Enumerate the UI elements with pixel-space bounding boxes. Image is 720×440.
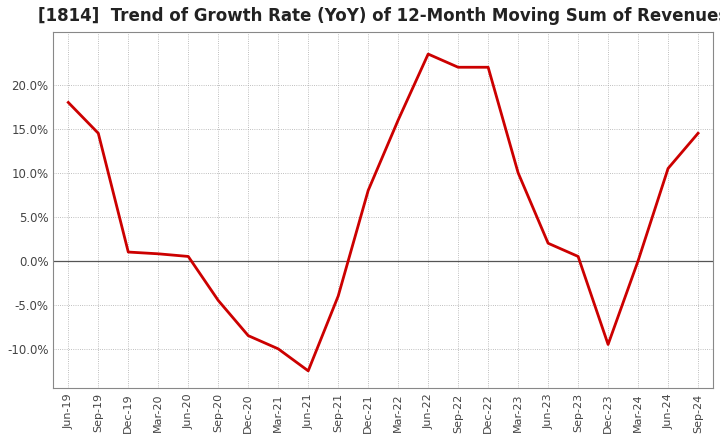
Title: [1814]  Trend of Growth Rate (YoY) of 12-Month Moving Sum of Revenues: [1814] Trend of Growth Rate (YoY) of 12-…: [38, 7, 720, 25]
